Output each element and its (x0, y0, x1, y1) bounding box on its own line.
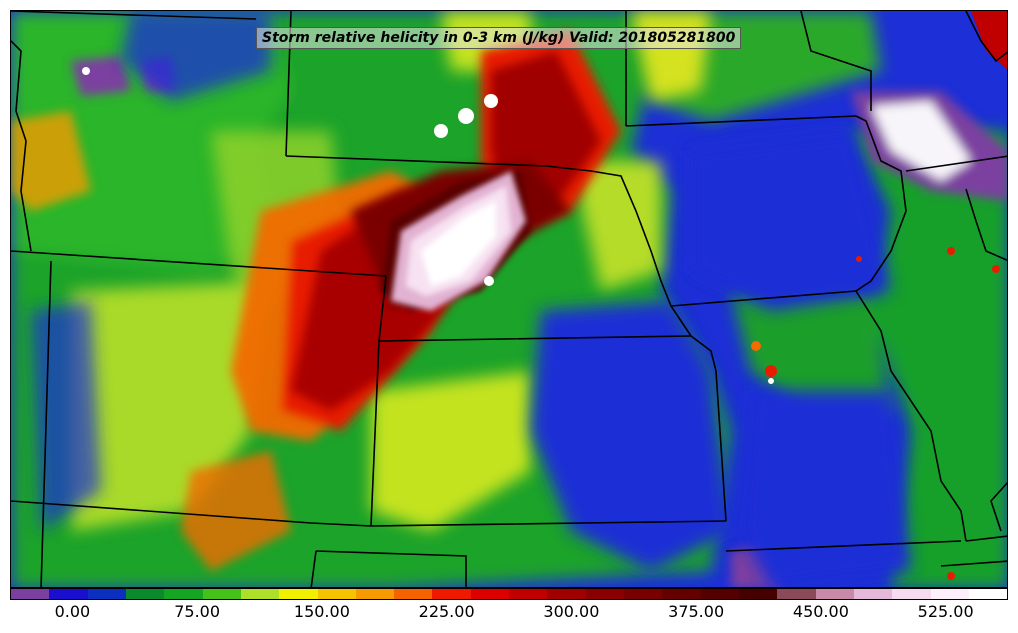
colorbar-segment (738, 589, 778, 599)
colorbar-tick-label: 300.00 (543, 602, 600, 621)
colorbar-segment (892, 589, 931, 599)
colorbar-segment (164, 589, 203, 599)
colorbar-tick-label: 375.00 (668, 602, 725, 621)
colorbar-tick-label: 75.00 (174, 602, 221, 621)
colorbar-tick-label: 0.00 (54, 602, 91, 621)
colorbar-segment (202, 589, 241, 599)
colorbar-segment (317, 589, 356, 599)
colorbar-segment (968, 589, 1008, 599)
colorbar-segment (777, 589, 816, 599)
colorbar-segment (125, 589, 165, 599)
colorbar-segment (662, 589, 701, 599)
colorbar-segment (279, 589, 318, 599)
helicity-field-map (11, 11, 1007, 587)
state-boundaries (11, 11, 1007, 587)
colorbar-segment (11, 589, 50, 599)
colorbar-segment (470, 589, 510, 599)
colorbar-segment (547, 589, 586, 599)
colorbar-tick-labels: 0.00 75.00 150.00 225.00 300.00 375.00 450.00 5… (10, 602, 1008, 626)
colorbar-tick-label: 225.00 (418, 602, 475, 621)
colorbar-segment (87, 589, 126, 599)
colorbar-segment (49, 589, 88, 599)
colorbar-segment (355, 589, 395, 599)
colorbar-segment (853, 589, 893, 599)
colorbar-segment (394, 589, 433, 599)
colorbar-segment (509, 589, 548, 599)
colorbar-segment (432, 589, 471, 599)
colorbar-tick-label: 525.00 (917, 602, 974, 621)
colorbar-tick-label: 450.00 (792, 602, 849, 621)
colorbar-segment (700, 589, 739, 599)
colorbar-segment (585, 589, 624, 599)
colorbar-tick-label: 150.00 (293, 602, 350, 621)
colorbar-segment (624, 589, 663, 599)
colorbar-segment (240, 589, 280, 599)
map-title: Storm relative helicity in 0-3 km (J/kg)… (256, 27, 742, 49)
colorbar-segment (930, 589, 969, 599)
map-panel: Storm relative helicity in 0-3 km (J/kg)… (10, 10, 1008, 588)
colorbar (10, 588, 1008, 600)
colorbar-segment (815, 589, 854, 599)
helicity-field (11, 11, 1007, 587)
